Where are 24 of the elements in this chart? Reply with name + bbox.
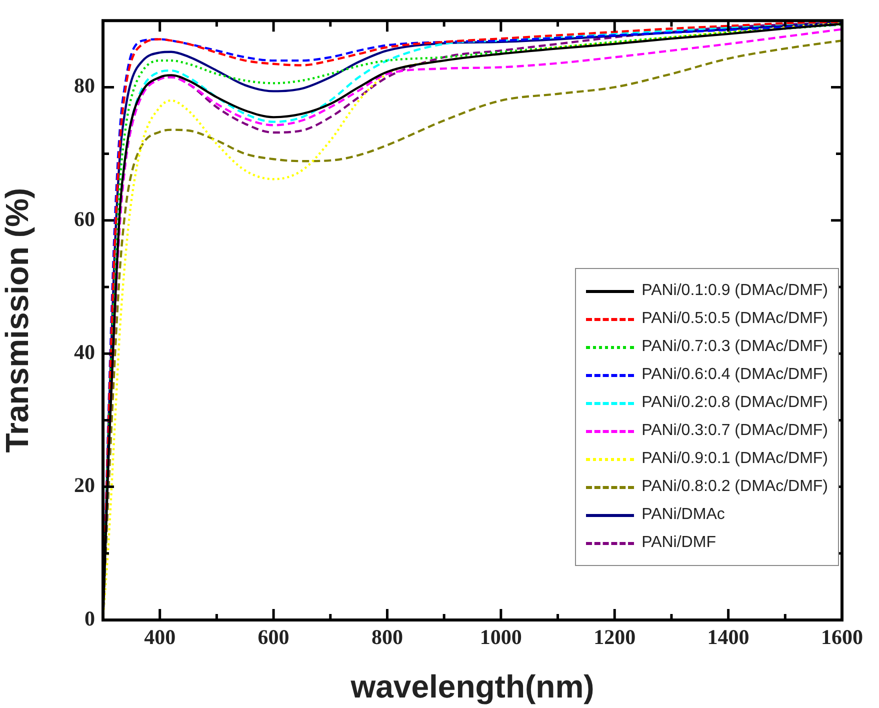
legend-label: PANi/0.9:0.1 (DMAc/DMF) [642,450,828,468]
x-tick-label: 600 [258,625,290,650]
x-tick-label: 800 [371,625,403,650]
legend-label: PANi/0.1:0.9 (DMAc/DMF) [642,282,828,300]
legend-label: PANi/0.3:0.7 (DMAc/DMF) [642,422,828,440]
y-tick-label: 0 [84,606,95,630]
legend-label: PANi/DMF [642,534,716,552]
x-tick-label: 1200 [594,625,636,650]
y-axis-title: Transmission (%) [0,188,36,453]
y-tick-label: 20 [74,473,95,498]
legend-label: PANi/0.2:0.8 (DMAc/DMF) [642,394,828,412]
legend-label: PANi/0.7:0.3 (DMAc/DMF) [642,338,828,356]
y-tick-label: 40 [74,340,95,364]
legend-label: PANi/0.8:0.2 (DMAc/DMF) [642,478,828,496]
legend-label: PANi/DMAc [642,506,725,524]
y-tick-label: 60 [74,206,95,231]
x-tick-label: 400 [144,625,176,650]
y-tick-label: 80 [74,74,95,98]
legend-label: PANi/0.6:0.4 (DMAc/DMF) [642,366,828,384]
x-axis-title: wavelength(nm) [350,668,594,705]
legend-label: PANi/0.5:0.5 (DMAc/DMF) [642,310,828,328]
x-tick-label: 1600 [821,625,863,650]
x-tick-label: 1400 [707,625,750,650]
x-tick-label: 1000 [480,625,522,650]
